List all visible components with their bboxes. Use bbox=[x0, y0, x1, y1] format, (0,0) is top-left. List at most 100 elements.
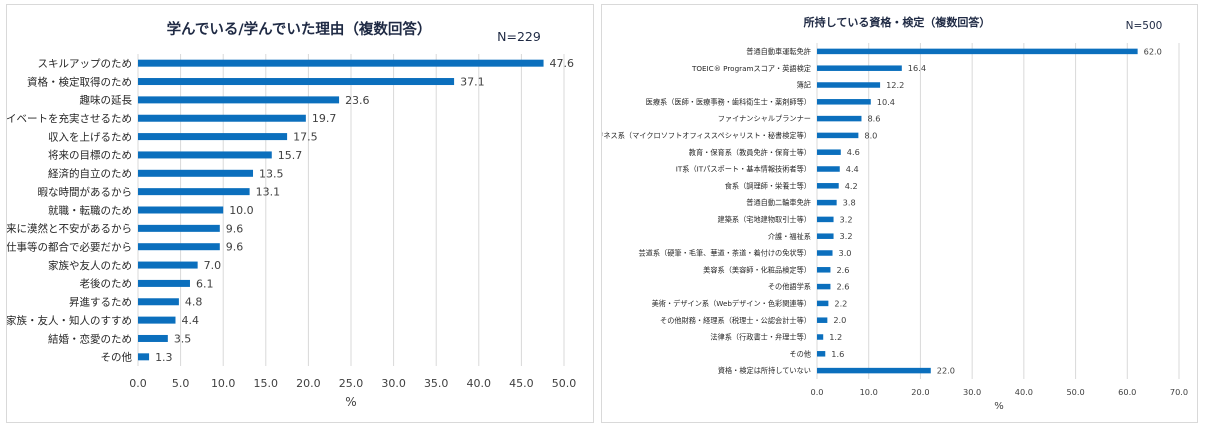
data-label: 37.1 bbox=[460, 75, 485, 88]
bar bbox=[138, 261, 198, 269]
category-label: 芸道系（硬筆・毛筆、華道・茶道・着付けの免状等） bbox=[638, 249, 811, 258]
category-label: その他財務・経理系（税理士・公認会計士等） bbox=[660, 316, 811, 325]
data-label: 1.2 bbox=[829, 332, 842, 342]
category-label: プライベートを充実させるため bbox=[7, 112, 132, 125]
x-tick-label: 15.0 bbox=[254, 377, 279, 390]
x-tick-label: 50.0 bbox=[1066, 387, 1084, 397]
bar bbox=[138, 151, 272, 159]
data-label: 47.6 bbox=[550, 57, 575, 70]
data-label: 10.0 bbox=[229, 204, 254, 217]
bar bbox=[817, 99, 871, 105]
x-tick-label: 70.0 bbox=[1170, 387, 1188, 397]
x-tick-label: 35.0 bbox=[424, 377, 449, 390]
x-tick-label: 0.0 bbox=[129, 377, 147, 390]
category-label: 資格・検定は所持していない bbox=[718, 366, 811, 375]
chart-title: 学んでいる/学んでいた理由（複数回答） bbox=[167, 20, 432, 38]
x-tick-label: 5.0 bbox=[172, 377, 190, 390]
data-label: 13.1 bbox=[256, 186, 281, 199]
data-label: 3.2 bbox=[840, 214, 853, 224]
bar bbox=[817, 283, 831, 290]
x-tick-label: 45.0 bbox=[509, 377, 534, 390]
data-label: 9.6 bbox=[226, 241, 244, 254]
x-tick-label: 0.0 bbox=[810, 387, 823, 397]
reasons-chart-panel: 学んでいる/学んでいた理由（複数回答） N=229 スキルアップのため資格・検定… bbox=[6, 4, 594, 423]
data-label: 4.6 bbox=[847, 147, 860, 157]
category-label: IT系（ITパスポート・基本情報技術者等） bbox=[676, 165, 811, 174]
bar bbox=[817, 317, 828, 323]
x-tick-label: 50.0 bbox=[552, 377, 577, 390]
category-label: 美容系（美容師・化粧品検定等） bbox=[703, 265, 811, 274]
category-label: 暇な時間があるから bbox=[38, 185, 133, 198]
x-axis-label: % bbox=[994, 401, 1004, 412]
bar bbox=[138, 169, 254, 177]
bar bbox=[817, 82, 881, 88]
bar bbox=[817, 65, 902, 71]
category-label: 将来に漠然と不安があるから bbox=[7, 222, 132, 235]
n-label: N=229 bbox=[497, 29, 541, 44]
x-tick-label: 30.0 bbox=[963, 387, 981, 397]
reasons-chart: 学んでいる/学んでいた理由（複数回答） N=229 スキルアップのため資格・検定… bbox=[7, 20, 577, 409]
bar bbox=[138, 59, 544, 67]
category-label: 食系（調理師・栄養士等） bbox=[725, 181, 811, 190]
category-label: その他 bbox=[789, 349, 811, 358]
qualifications-chart-panel: 所持している資格・検定（複数回答） N=500 普通自動車運転免許 TOEIC® … bbox=[601, 4, 1198, 423]
data-label: 62.0 bbox=[1144, 46, 1162, 56]
data-label: 6.1 bbox=[196, 277, 214, 290]
data-label: 7.0 bbox=[204, 259, 222, 272]
category-label: 介護・福祉系 bbox=[768, 232, 811, 241]
bar bbox=[138, 224, 220, 232]
x-axis-label: % bbox=[345, 395, 356, 409]
category-label: 普通自動車運転免許 bbox=[746, 47, 811, 56]
category-label: 簿記 bbox=[797, 81, 811, 90]
bar bbox=[138, 114, 306, 122]
data-label: 4.4 bbox=[846, 164, 859, 174]
category-label: ビジネス系（マイクロソフトオフィススペシャリスト・秘書検定等） bbox=[602, 131, 811, 140]
bar bbox=[817, 367, 931, 374]
data-label: 15.7 bbox=[278, 149, 303, 162]
bar bbox=[817, 48, 1138, 55]
data-label: 1.6 bbox=[831, 349, 844, 359]
data-label: 19.7 bbox=[312, 112, 337, 125]
bar bbox=[817, 334, 824, 340]
category-label: スキルアップのため bbox=[38, 58, 133, 70]
category-label: 就職・転職のため bbox=[48, 204, 132, 217]
bar bbox=[817, 115, 862, 122]
chart-title: 所持している資格・検定（複数回答） bbox=[804, 15, 991, 29]
bar bbox=[817, 233, 834, 239]
category-label: その他 bbox=[101, 351, 133, 364]
bar bbox=[817, 267, 831, 273]
data-label: 4.8 bbox=[185, 296, 203, 309]
data-label: 16.4 bbox=[908, 63, 926, 73]
data-label: 2.6 bbox=[836, 282, 849, 292]
data-label: 2.6 bbox=[836, 265, 849, 275]
n-label: N=500 bbox=[1126, 20, 1163, 32]
category-label: 資格・検定取得のため bbox=[27, 75, 132, 88]
category-label: 結婚・恋愛のため bbox=[48, 332, 132, 345]
data-label: 2.0 bbox=[833, 315, 846, 325]
category-label: 将来の目標のため bbox=[48, 149, 132, 162]
bar bbox=[817, 300, 829, 307]
data-label: 3.0 bbox=[839, 248, 852, 258]
data-label: 1.3 bbox=[155, 351, 173, 364]
bar bbox=[138, 206, 224, 214]
bar bbox=[138, 188, 250, 196]
category-label: 家族・友人・知人のすすめ bbox=[7, 314, 132, 327]
x-tick-label: 10.0 bbox=[860, 387, 878, 397]
data-label: 13.5 bbox=[259, 167, 284, 180]
data-label: 4.4 bbox=[181, 314, 199, 327]
data-label: 22.0 bbox=[937, 366, 955, 376]
data-label: 23.6 bbox=[345, 94, 370, 107]
data-label: 10.4 bbox=[877, 97, 895, 107]
x-tick-label: 60.0 bbox=[1118, 387, 1136, 397]
category-label: 仕事等の都合で必要だから bbox=[7, 240, 132, 253]
data-label: 12.2 bbox=[886, 80, 904, 90]
x-tick-label: 30.0 bbox=[381, 377, 406, 390]
category-label: その他語学系 bbox=[768, 282, 811, 291]
category-label: 教育・保育系（教員免許・保育士等） bbox=[689, 148, 811, 157]
data-label: 3.5 bbox=[174, 332, 192, 345]
data-label: 3.8 bbox=[843, 198, 856, 208]
category-label: TOEIC® Programスコア・英語検定 bbox=[691, 64, 811, 73]
category-label: 普通自動二輪車免許 bbox=[746, 198, 811, 207]
category-label: 建築系（宅地建物取引士等） bbox=[718, 215, 811, 224]
bar bbox=[138, 298, 179, 306]
